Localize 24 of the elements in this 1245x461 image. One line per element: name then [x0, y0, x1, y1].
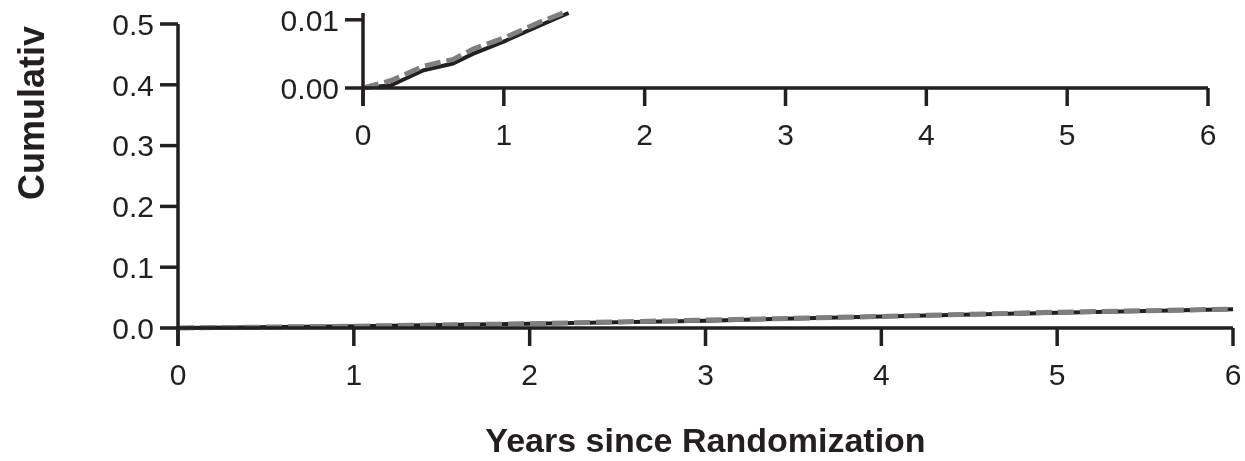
- x-tick-label: 6: [1224, 358, 1242, 391]
- y-tick-label: 0.00: [280, 71, 339, 105]
- x-tick-label: 6: [1199, 118, 1217, 151]
- x-tick-label: 1: [345, 358, 363, 391]
- x-tick-label: 3: [777, 118, 794, 151]
- y-tick-label: 0.2: [112, 190, 154, 224]
- x-tick-label: 1: [495, 118, 513, 151]
- x-tick-label: 0: [354, 118, 372, 151]
- x-tick-label: 2: [636, 118, 654, 151]
- x-tick-label: 2: [521, 358, 539, 391]
- y-tick-label: 0.0: [112, 311, 154, 345]
- y-tick-label: 0.1: [112, 251, 154, 284]
- x-tick-label: 4: [917, 118, 935, 151]
- x-tick-label: 5: [1048, 358, 1066, 391]
- x-tick-label: 0: [169, 358, 187, 391]
- y-tick-label: 0.01: [280, 3, 339, 37]
- x-tick-label: 3: [697, 358, 714, 391]
- y-tick-label: 0.4: [112, 68, 154, 102]
- x-tick-label: 5: [1058, 118, 1076, 151]
- y-axis-title: Cumulativ: [11, 25, 52, 200]
- y-tick-label: 0.5: [112, 7, 154, 41]
- y-tick-label: 0.3: [112, 129, 154, 163]
- x-tick-label: 4: [872, 358, 890, 391]
- x-axis-title: Years since Randomization: [485, 421, 926, 459]
